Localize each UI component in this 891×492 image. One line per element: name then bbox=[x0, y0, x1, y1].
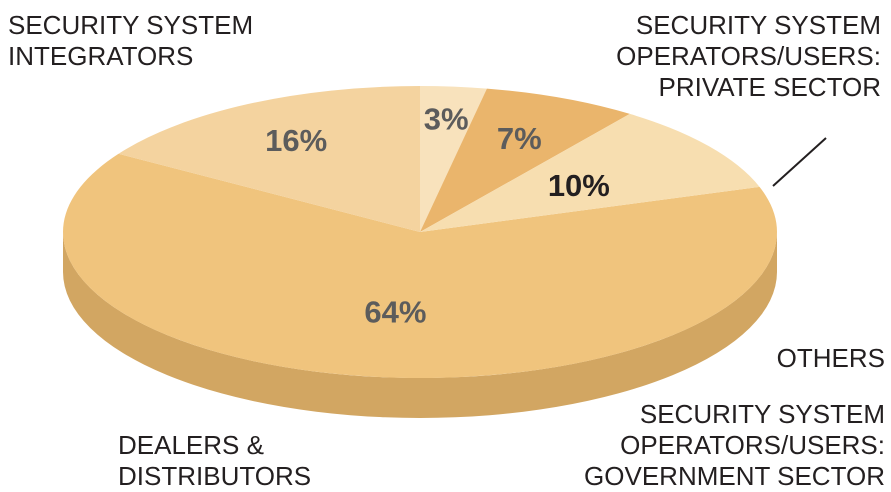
value-label-security-system-operators-users-government-sector: 7% bbox=[497, 121, 542, 156]
label-others: OTHERS bbox=[776, 343, 885, 373]
value-label-security-system-integrators: 64% bbox=[364, 295, 426, 330]
value-label-security-system-operators-users-private-sector: 16% bbox=[265, 123, 327, 158]
label-government-sector: SECURITY SYSTEM OPERATORS/USERS: GOVERNM… bbox=[584, 399, 885, 491]
private-sector-leader-line bbox=[772, 137, 827, 187]
label-private-sector: SECURITY SYSTEM OPERATORS/USERS: PRIVATE… bbox=[616, 10, 881, 102]
slice-dealers-distributors bbox=[420, 113, 760, 232]
slice-side-security-system-integrators bbox=[63, 232, 777, 418]
slice-security-system-operators-users-private-sector bbox=[118, 86, 421, 232]
slice-others bbox=[420, 86, 487, 232]
label-integrators: SECURITY SYSTEM INTEGRATORS bbox=[8, 10, 254, 71]
value-label-dealers-distributors: 10% bbox=[548, 168, 610, 203]
slice-security-system-integrators bbox=[62, 153, 777, 378]
pie-value-labels: 64% 16% 3% 7%10% bbox=[265, 102, 610, 330]
slice-security-system-operators-users-government-sector bbox=[420, 88, 630, 232]
pie-slices bbox=[62, 86, 777, 378]
pie-sides bbox=[63, 232, 777, 418]
value-label-others: 3% bbox=[424, 102, 469, 137]
label-dealers: DEALERS & DISTRIBUTORS bbox=[118, 430, 312, 491]
